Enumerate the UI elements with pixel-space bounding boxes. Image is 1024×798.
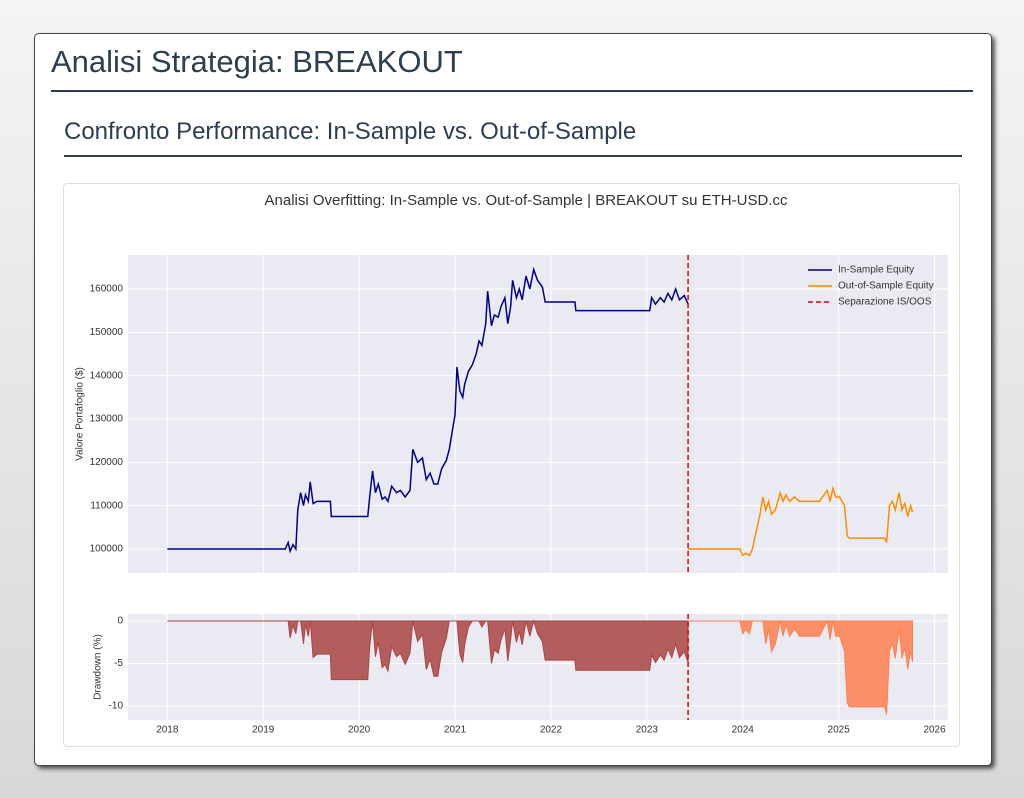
y-tick-label: 110000 (90, 500, 123, 511)
y-tick-label: 130000 (90, 414, 124, 425)
x-tick-label: 2023 (636, 725, 659, 736)
section-title: Confronto Performance: In-Sample vs. Out… (64, 118, 962, 157)
y-axis-label: Drawdown (%) (93, 634, 104, 700)
y-tick-label: 0 (117, 616, 123, 627)
legend-label: Out-of-Sample Equity (838, 281, 934, 292)
legend-label: In-Sample Equity (838, 265, 914, 276)
chart-title: Analisi Overfitting: In-Sample vs. Out-o… (265, 192, 788, 209)
x-tick-label: 2024 (732, 725, 755, 736)
y-tick-label: 140000 (90, 370, 124, 381)
x-tick-label: 2018 (156, 725, 179, 736)
x-tick-label: 2021 (444, 725, 467, 736)
drawdown-area (688, 619, 914, 715)
y-tick-label: 120000 (90, 457, 124, 468)
y-tick-label: 160000 (90, 284, 124, 295)
chart-frame (63, 183, 960, 747)
y-tick-label: -10 (109, 701, 124, 712)
y-tick-label: -5 (114, 658, 123, 669)
y-tick-label: 150000 (90, 327, 124, 338)
equity-line (167, 266, 689, 554)
x-tick-label: 2019 (252, 725, 275, 736)
y-tick-label: 100000 (90, 544, 124, 555)
plot-background (128, 255, 948, 573)
equity-line (688, 485, 914, 557)
y-axis-label: Valore Portafoglio ($) (75, 367, 86, 461)
x-tick-label: 2025 (828, 725, 851, 736)
page-title: Analisi Strategia: BREAKOUT (51, 44, 973, 92)
legend-label: Separazione IS/OOS (838, 297, 932, 308)
x-tick-label: 2020 (348, 725, 371, 736)
drawdown-area (167, 619, 689, 681)
x-tick-label: 2026 (923, 725, 946, 736)
x-tick-label: 2022 (540, 725, 563, 736)
